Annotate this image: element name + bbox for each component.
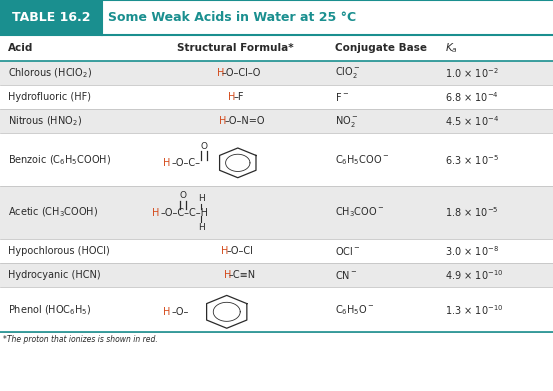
Text: CH$_3$COO$^-$: CH$_3$COO$^-$ — [335, 206, 384, 219]
Text: H: H — [219, 116, 226, 126]
Text: 6.8 × 10$^{-4}$: 6.8 × 10$^{-4}$ — [445, 90, 499, 104]
Text: H: H — [163, 158, 170, 168]
FancyBboxPatch shape — [0, 85, 553, 109]
Text: H: H — [152, 208, 159, 217]
Text: 1.8 × 10$^{-5}$: 1.8 × 10$^{-5}$ — [445, 206, 499, 219]
FancyBboxPatch shape — [0, 287, 553, 332]
Text: CN$^-$: CN$^-$ — [335, 269, 357, 281]
Text: –O–C–: –O–C– — [172, 158, 201, 168]
FancyBboxPatch shape — [0, 186, 553, 239]
Text: Conjugate Base: Conjugate Base — [335, 43, 426, 53]
Text: 1.0 × 10$^{-2}$: 1.0 × 10$^{-2}$ — [445, 66, 499, 80]
FancyBboxPatch shape — [0, 0, 102, 35]
Text: Some Weak Acids in Water at 25 °C: Some Weak Acids in Water at 25 °C — [108, 11, 356, 24]
Text: H: H — [198, 194, 205, 203]
Text: –O–N=O: –O–N=O — [224, 116, 265, 126]
Text: C$_6$H$_5$COO$^-$: C$_6$H$_5$COO$^-$ — [335, 153, 389, 167]
FancyBboxPatch shape — [0, 35, 553, 61]
Text: –O–Cl: –O–Cl — [227, 246, 253, 256]
Text: Acid: Acid — [8, 43, 34, 53]
Text: –F: –F — [233, 92, 244, 102]
Text: Benzoic (C$_6$H$_5$COOH): Benzoic (C$_6$H$_5$COOH) — [8, 153, 111, 167]
Text: Nitrous (HNO$_2$): Nitrous (HNO$_2$) — [8, 115, 82, 128]
Text: H: H — [221, 246, 228, 256]
Text: Hypochlorous (HOCl): Hypochlorous (HOCl) — [8, 246, 110, 256]
Text: –O–C–C–H: –O–C–C–H — [161, 208, 209, 217]
Text: H: H — [163, 307, 170, 317]
Text: O: O — [201, 142, 207, 151]
FancyBboxPatch shape — [0, 133, 553, 186]
FancyBboxPatch shape — [0, 239, 553, 263]
Text: *The proton that ionizes is shown in red.: *The proton that ionizes is shown in red… — [3, 335, 158, 344]
Text: C$_6$H$_5$O$^-$: C$_6$H$_5$O$^-$ — [335, 303, 374, 317]
Text: H: H — [223, 270, 231, 280]
Text: Hydrocyanic (HCN): Hydrocyanic (HCN) — [8, 270, 101, 280]
Text: F$^-$: F$^-$ — [335, 91, 348, 103]
FancyBboxPatch shape — [0, 109, 553, 133]
Text: Chlorous (HClO$_2$): Chlorous (HClO$_2$) — [8, 66, 92, 79]
Text: Hydrofluoric (HF): Hydrofluoric (HF) — [8, 92, 91, 102]
Text: –O–: –O– — [172, 307, 189, 317]
Text: OCl$^-$: OCl$^-$ — [335, 245, 360, 257]
Text: Phenol (HOC$_6$H$_5$): Phenol (HOC$_6$H$_5$) — [8, 303, 92, 317]
Text: Structural Formula*: Structural Formula* — [177, 43, 293, 53]
Text: 4.5 × 10$^{-4}$: 4.5 × 10$^{-4}$ — [445, 114, 499, 128]
Text: H: H — [198, 223, 205, 232]
Text: TABLE 16.2: TABLE 16.2 — [12, 11, 90, 24]
Text: NO$_2^-$: NO$_2^-$ — [335, 114, 358, 129]
Text: H: H — [228, 92, 236, 102]
FancyBboxPatch shape — [0, 61, 553, 85]
Text: 4.9 × 10$^{-10}$: 4.9 × 10$^{-10}$ — [445, 268, 503, 282]
Text: 3.0 × 10$^{-8}$: 3.0 × 10$^{-8}$ — [445, 244, 499, 258]
Text: –C≡N: –C≡N — [229, 270, 256, 280]
Text: Acetic (CH$_3$COOH): Acetic (CH$_3$COOH) — [8, 206, 98, 219]
Text: 6.3 × 10$^{-5}$: 6.3 × 10$^{-5}$ — [445, 153, 499, 167]
Text: ClO$_2^-$: ClO$_2^-$ — [335, 65, 360, 80]
Text: $K_a$: $K_a$ — [445, 41, 458, 55]
Text: H: H — [217, 68, 224, 78]
FancyBboxPatch shape — [0, 0, 553, 35]
Text: –O–Cl–O: –O–Cl–O — [222, 68, 261, 78]
Text: 1.3 × 10$^{-10}$: 1.3 × 10$^{-10}$ — [445, 303, 503, 317]
Text: O: O — [180, 191, 186, 200]
FancyBboxPatch shape — [0, 263, 553, 287]
